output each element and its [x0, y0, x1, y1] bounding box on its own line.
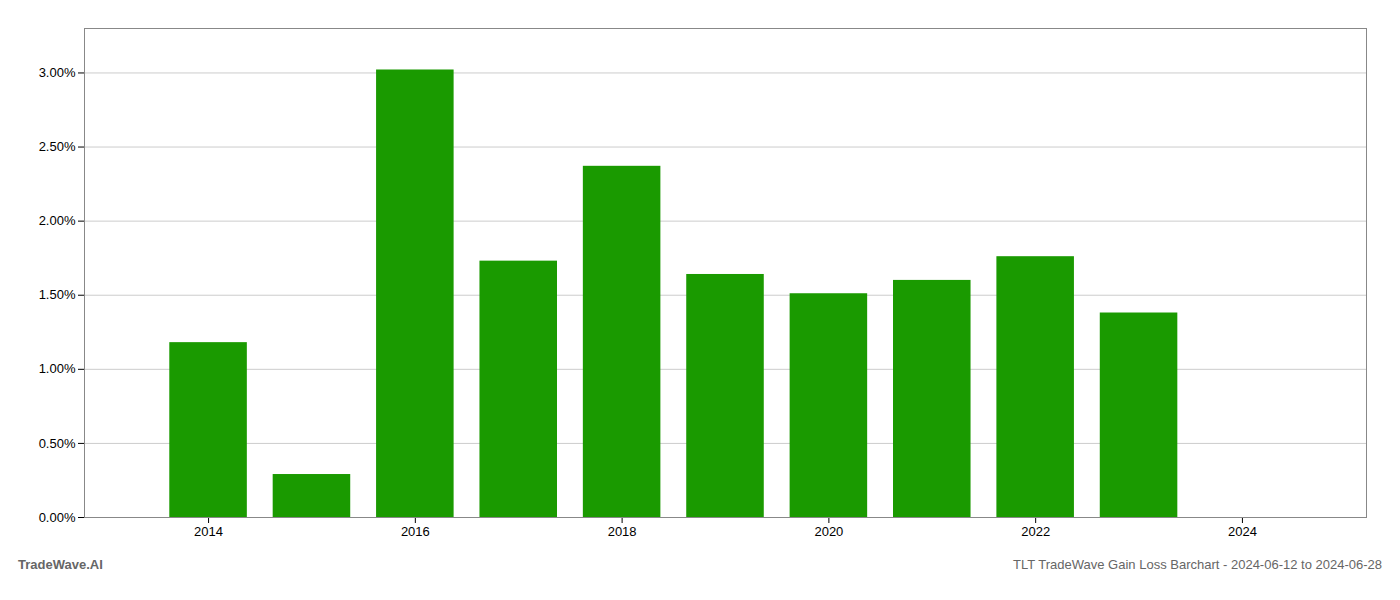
svg-text:1.50%: 1.50% — [39, 287, 76, 302]
svg-text:2016: 2016 — [401, 524, 430, 539]
svg-text:2020: 2020 — [814, 524, 843, 539]
html-text:TradeWave.AI: TradeWave.AI — [18, 557, 103, 572]
svg-text:2024: 2024 — [1228, 524, 1257, 539]
svg-text:2014: 2014 — [194, 524, 223, 539]
svg-text:1.00%: 1.00% — [39, 361, 76, 376]
svg-text:2022: 2022 — [1021, 524, 1050, 539]
svg-text:0.50%: 0.50% — [39, 436, 76, 451]
html-text:TLT TradeWave Gain Loss Barcha: TLT TradeWave Gain Loss Barchart - 2024-… — [1013, 557, 1382, 572]
svg-text:2.50%: 2.50% — [39, 139, 76, 154]
svg-text:0.00%: 0.00% — [39, 510, 76, 525]
svg-text:2.00%: 2.00% — [39, 213, 76, 228]
svg-text:2018: 2018 — [608, 524, 637, 539]
svg-text:3.00%: 3.00% — [39, 65, 76, 80]
